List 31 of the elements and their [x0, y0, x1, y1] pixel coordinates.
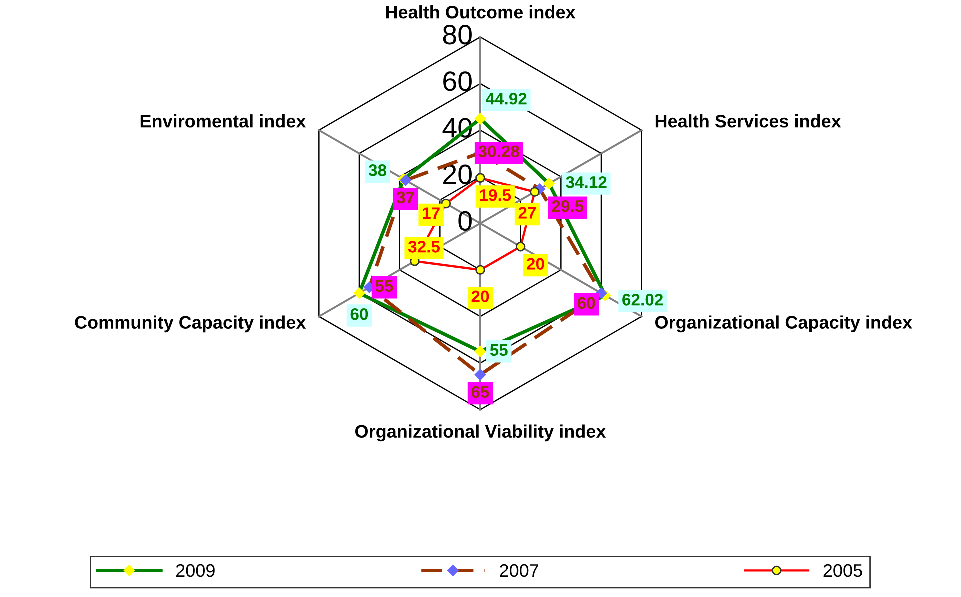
data-label: 27 — [518, 207, 536, 219]
spoke-label: Community Capacity index — [75, 316, 306, 333]
spoke-label: Health Outcome index — [386, 6, 576, 19]
spoke-label: Health Services index — [656, 114, 842, 128]
data-label: 37 — [396, 192, 414, 204]
data-label: 44.92 — [486, 92, 527, 105]
spoke-label: Enviromental index — [140, 114, 306, 128]
data-label: 60 — [350, 308, 368, 320]
data-label: 62.02 — [622, 294, 664, 306]
y-tick-label: 0 — [458, 211, 472, 232]
data-label: 55 — [376, 280, 394, 292]
data-label: 65 — [472, 386, 490, 398]
data-label: 32.5 — [408, 241, 440, 253]
legend-label: 2007 — [500, 564, 538, 578]
spoke-label: Organizational Capacity index — [655, 316, 912, 333]
data-label: 30.28 — [478, 146, 520, 158]
y-tick-label: 60 — [444, 72, 472, 92]
data-label: 20 — [527, 258, 544, 270]
legend-label: 2009 — [176, 564, 215, 578]
data-label: 60 — [578, 297, 596, 310]
legend-label: 2005 — [824, 564, 862, 578]
y-tick-label: 80 — [443, 25, 472, 45]
y-tick-label: 20 — [444, 164, 472, 184]
spoke-label: Organizational Viability index — [355, 424, 606, 442]
data-label: 20 — [472, 290, 490, 303]
data-label: 29.5 — [552, 200, 584, 212]
data-label: 34.12 — [566, 176, 607, 188]
data-label: 19.5 — [480, 189, 512, 202]
data-label: 17 — [423, 208, 440, 220]
data-label: 55 — [490, 344, 508, 356]
data-label: 38 — [368, 164, 387, 176]
